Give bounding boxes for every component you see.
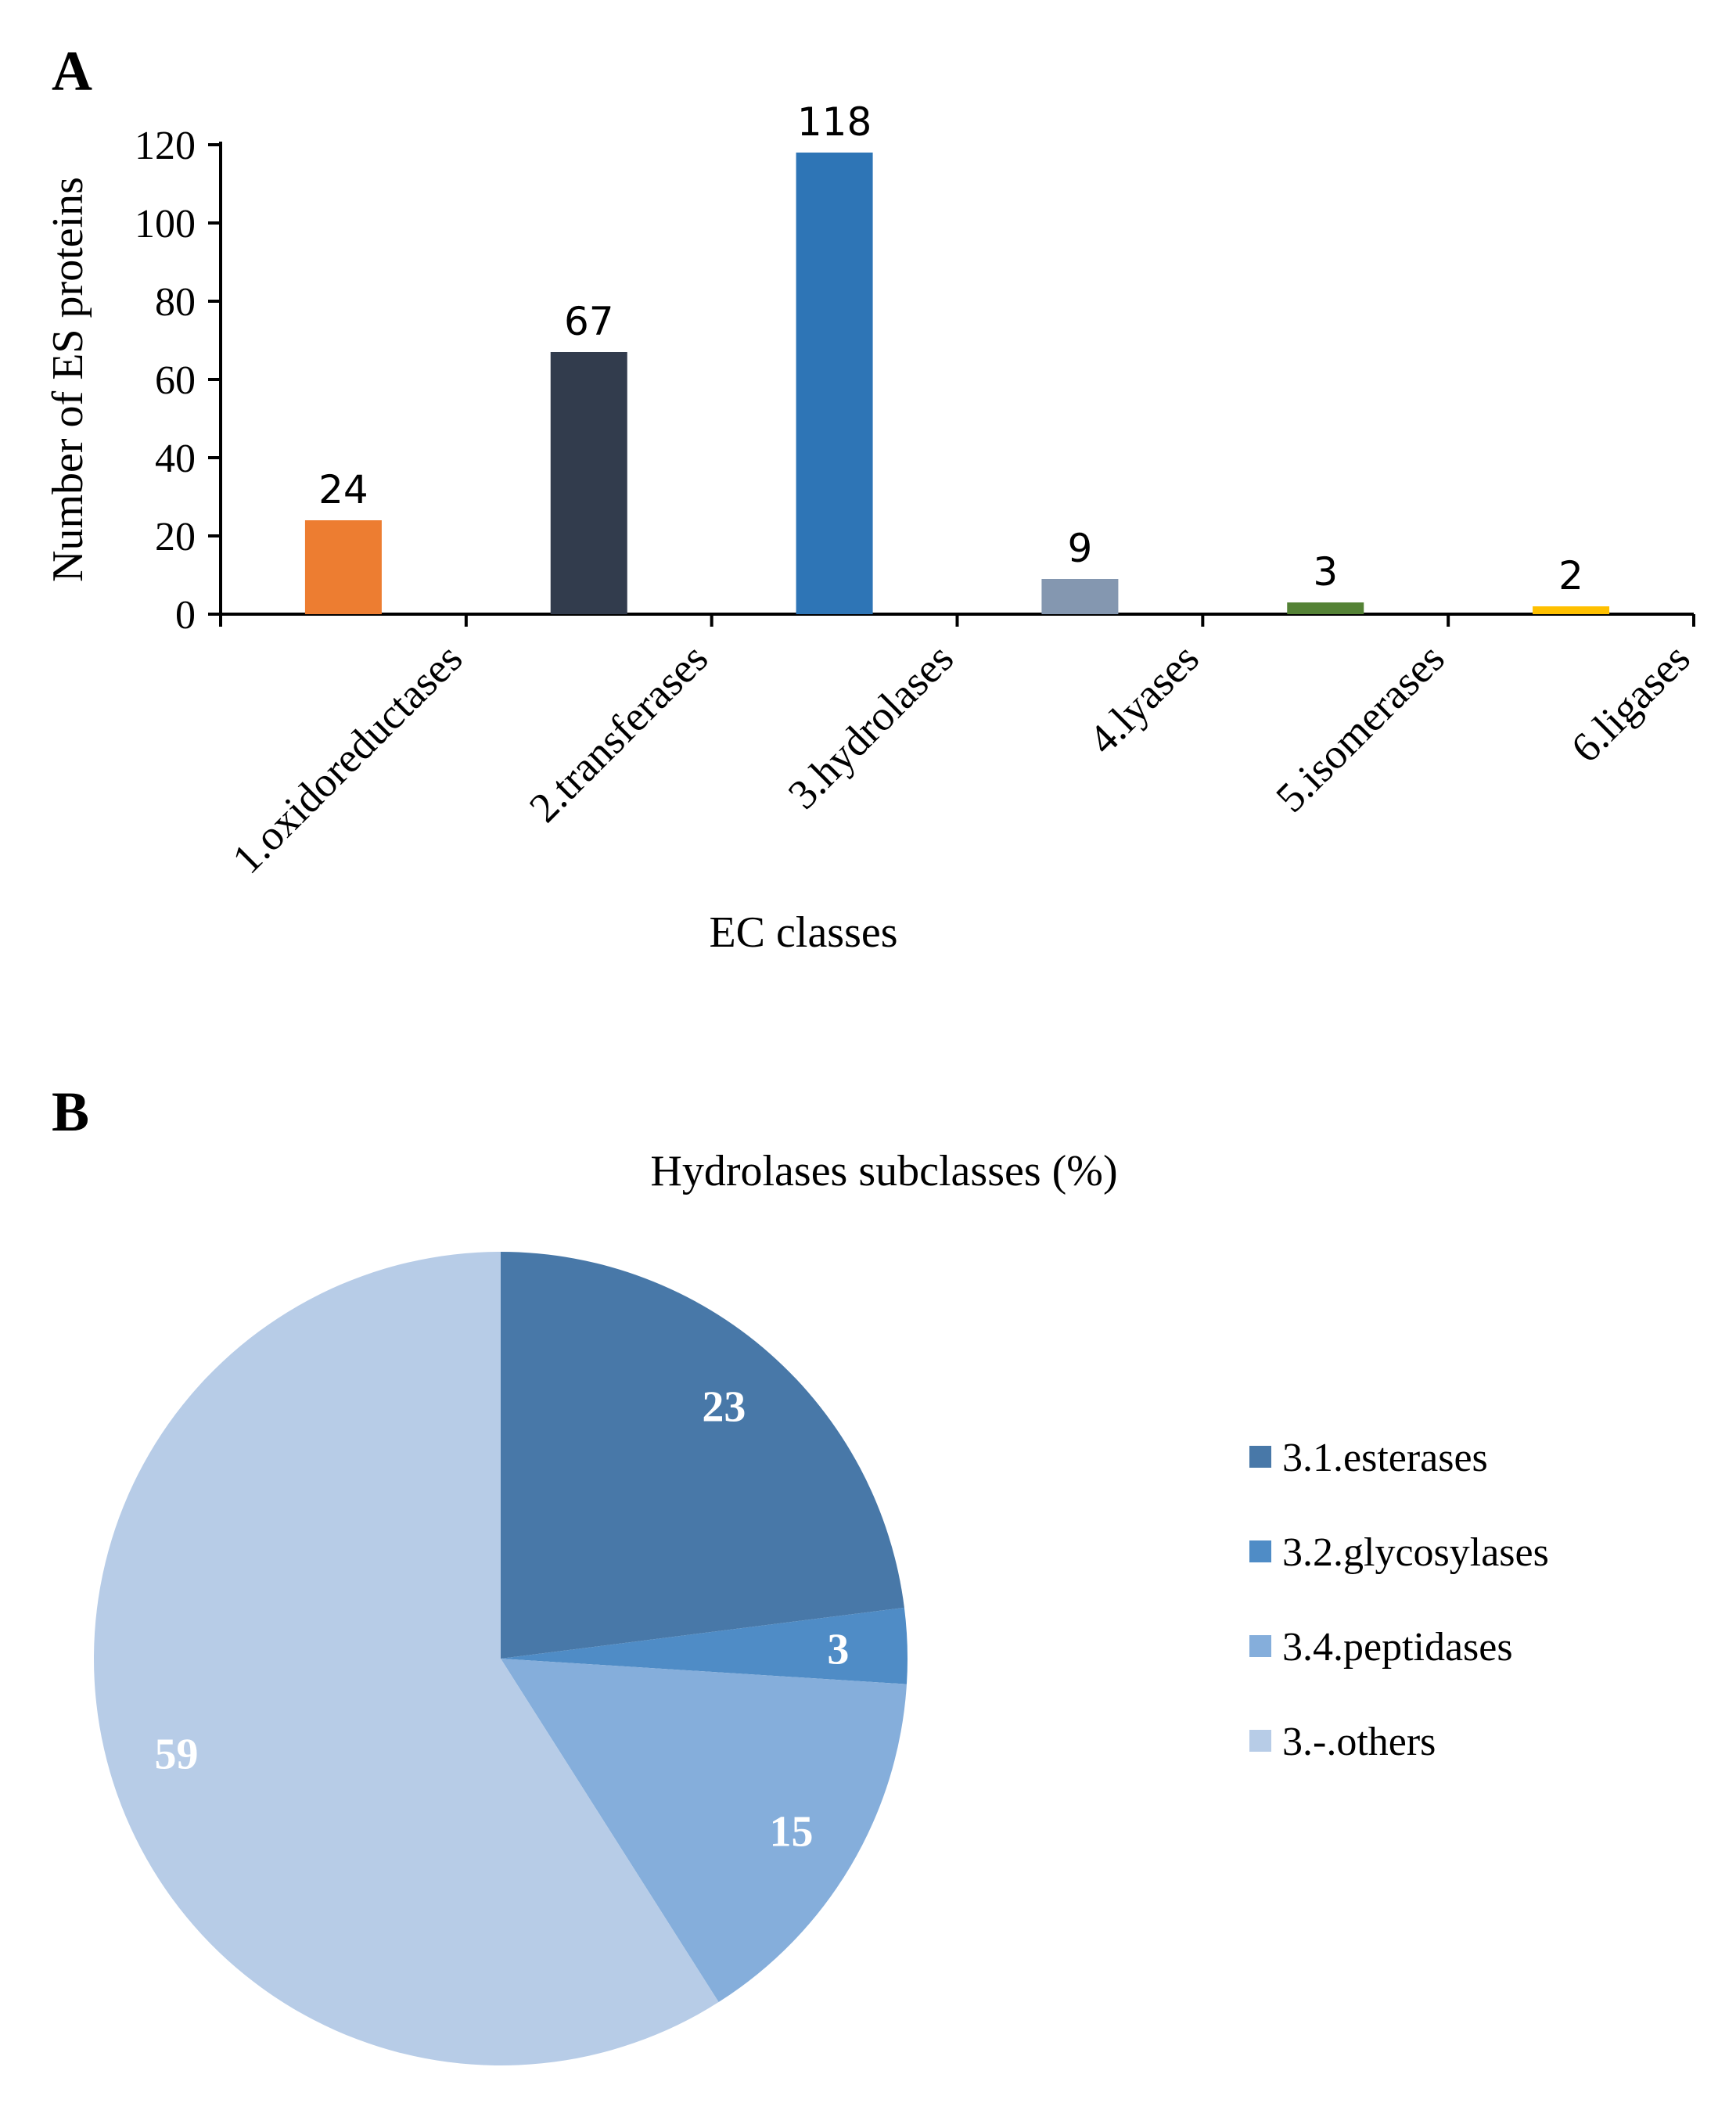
slice-esterases bbox=[501, 1252, 904, 1659]
legend-swatch bbox=[1249, 1540, 1271, 1562]
bar-value-label: 118 bbox=[797, 99, 872, 145]
legend-swatch bbox=[1249, 1635, 1271, 1657]
legend-label: 3.1.esterases bbox=[1282, 1436, 1488, 1480]
slice-value-label: 23 bbox=[702, 1382, 746, 1431]
bar-ligases bbox=[1533, 606, 1610, 614]
category-label: 6.ligases bbox=[1562, 634, 1699, 771]
legend-label: 3.4.peptidases bbox=[1282, 1625, 1513, 1670]
category-label: 4.lyases bbox=[1080, 634, 1208, 763]
bar-value-label: 24 bbox=[318, 467, 368, 512]
bar-hydrolases bbox=[796, 153, 873, 614]
panel-letter-a: A bbox=[52, 40, 92, 102]
x-axis-title: EC classes bbox=[709, 908, 897, 957]
slice-glycosylases bbox=[501, 1607, 908, 1684]
category-label: 1.oxidoreductases bbox=[223, 634, 471, 883]
slice-value-label: 3 bbox=[827, 1625, 849, 1673]
y-tick-label: 60 bbox=[155, 358, 196, 403]
bar-transferases bbox=[550, 352, 627, 614]
slice-value-label: 59 bbox=[155, 1730, 199, 1778]
legend-swatch bbox=[1249, 1446, 1271, 1468]
y-axis-title: Number of ES proteins bbox=[44, 177, 92, 582]
category-label: 2.transferases bbox=[520, 634, 717, 831]
category-labels: 1.oxidoreductases 2.transferases 3.hydrola… bbox=[223, 634, 1698, 883]
x-axis bbox=[219, 613, 1695, 627]
category-label: 5.isomerases bbox=[1267, 634, 1454, 821]
pie-title: Hydrolases subclasses (%) bbox=[650, 1147, 1117, 1195]
y-tick-label: 0 bbox=[175, 593, 196, 638]
legend-swatch bbox=[1249, 1730, 1271, 1752]
y-tick-label: 40 bbox=[155, 437, 196, 481]
y-tick-label: 80 bbox=[155, 280, 196, 325]
bar-value-label: 67 bbox=[564, 299, 614, 344]
y-tick-label: 20 bbox=[155, 515, 196, 559]
slice-peptidases bbox=[501, 1659, 907, 2003]
bar-chart: 0 20 40 60 80 100 120 24 67 118 9 3 2 1.oxidoreduct… bbox=[44, 99, 1699, 957]
bar-value-label: 2 bbox=[1558, 553, 1583, 599]
slice-value-label: 15 bbox=[769, 1808, 813, 1857]
y-axis: 0 20 40 60 80 100 120 bbox=[135, 124, 222, 638]
slice-others bbox=[93, 1252, 719, 2066]
legend-label: 3.2.glycosylases bbox=[1282, 1530, 1549, 1575]
pie-chart: 23 3 15 59 bbox=[93, 1252, 908, 2066]
pie-legend: 3.1.esterases 3.2.glycosylases 3.4.peptida… bbox=[1249, 1436, 1549, 1764]
bar-oxidoreductases bbox=[304, 520, 382, 614]
bar-lyases bbox=[1041, 579, 1119, 614]
y-tick-label: 120 bbox=[135, 124, 196, 168]
legend-label: 3.-.others bbox=[1282, 1720, 1436, 1764]
bar-isomerases bbox=[1287, 602, 1364, 614]
category-label: 3.hydrolases bbox=[779, 634, 962, 818]
panel-letter-b: B bbox=[52, 1080, 89, 1143]
bars: 24 67 118 9 3 2 bbox=[304, 99, 1610, 614]
bar-value-label: 9 bbox=[1068, 526, 1093, 571]
bar-value-label: 3 bbox=[1313, 549, 1338, 595]
y-tick-label: 100 bbox=[135, 202, 196, 246]
